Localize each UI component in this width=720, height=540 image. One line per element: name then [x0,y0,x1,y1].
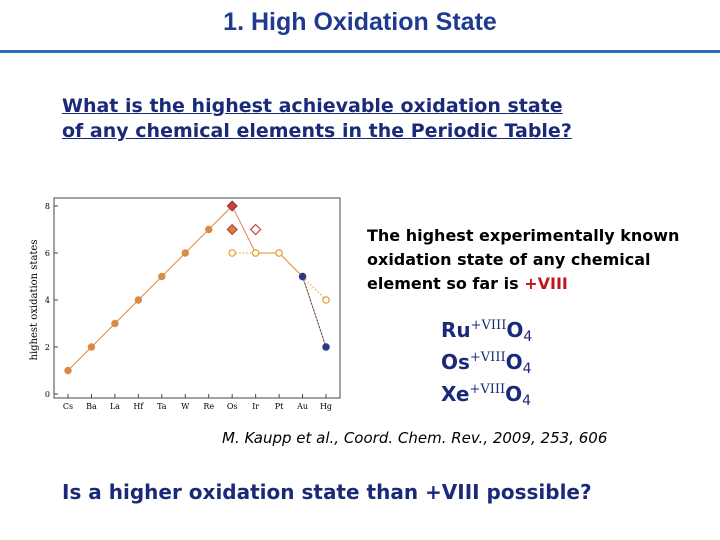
plot-frame [53,197,341,399]
y-tick-label: 6 [45,249,50,258]
formula-count: 4 [523,329,533,345]
x-tick-label: Hg [320,402,332,411]
formula-count: 4 [522,393,532,409]
formula-ligand: O [506,318,524,342]
y-tick-label: 0 [45,390,50,399]
data-point [87,343,96,351]
data-point [64,366,72,375]
statement-body: The highest experimentally known oxidati… [367,226,680,293]
y-tick-label: 8 [45,202,50,211]
data-point [134,296,143,304]
data-point [181,249,189,257]
data-point [205,225,213,234]
formula-ligand: O [505,350,523,374]
x-tick-label: Ba [86,402,97,411]
formula-oso4: Os+VIIIO4 [441,350,532,377]
formula-ligand: O [505,382,523,406]
statement-text: The highest experimentally known oxidati… [367,224,707,296]
closing-question: Is a higher oxidation state than +VIII p… [62,480,592,504]
slide-title: 1. High Oxidation State [223,8,497,36]
y-tick-label: 4 [45,296,50,305]
title-divider [0,50,720,53]
question-text: What is the highest achievable oxidation… [62,94,682,144]
y-tick-label: 2 [45,343,50,352]
data-point [298,272,307,281]
data-point [249,223,262,236]
formula-ruo4: Ru+VIIIO4 [441,318,532,345]
data-point [322,343,330,351]
data-point [228,249,236,257]
x-tick-label: Ta [157,402,167,411]
statement-highlight: +VIII [524,274,568,293]
x-tick-label: Pt [275,402,284,411]
x-tick-label: Os [227,402,238,411]
y-axis-label: highest oxidation states [29,240,40,361]
x-tick-label: Ir [252,402,259,411]
x-tick-label: Au [296,402,308,411]
question-line-2: of any chemical elements in the Periodic… [62,120,572,142]
formula-oxidation: +VIII [470,318,507,333]
x-tick-label: La [110,402,120,411]
x-tick-label: Cs [63,402,73,411]
data-point [226,200,238,212]
question-line-1: What is the highest achievable oxidation… [62,95,563,117]
data-point [158,272,166,281]
series-line [232,252,327,301]
x-tick-label: W [181,402,190,411]
formula-count: 4 [522,361,532,377]
x-tick-label: Hf [133,402,144,411]
formula-element: Ru [441,318,471,342]
formula-oxidation: +VIII [469,382,506,397]
data-point [251,249,260,257]
x-tick-label: Re [203,402,214,411]
formula-oxidation: +VIII [469,350,506,365]
data-point [275,249,283,257]
data-point [322,296,330,304]
series-line [67,205,327,371]
data-point [111,319,119,328]
formula-xeo4: Xe+VIIIO4 [441,382,531,409]
citation: M. Kaupp et al., Coord. Chem. Rev., 2009… [222,429,608,447]
oxidation-state-chart: 0 2 4 6 8 Cs Ba La Hf Ta W Re Os Ir Pt Au Hg highest ox… [29,197,341,411]
data-point [226,223,238,236]
formula-element: Xe [441,382,470,406]
formula-element: Os [441,350,470,374]
